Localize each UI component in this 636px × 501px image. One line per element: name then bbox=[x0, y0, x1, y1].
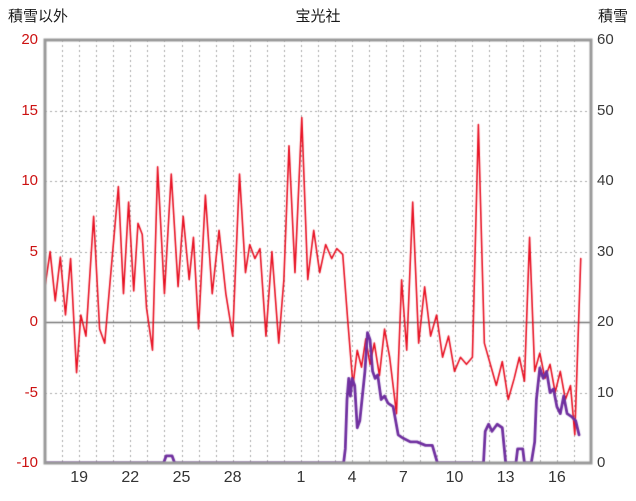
x-tick-label: 19 bbox=[70, 469, 89, 486]
x-tick-label: 10 bbox=[445, 469, 464, 486]
x-tick-label: 4 bbox=[347, 469, 357, 486]
y-right-tick-label: 60 bbox=[597, 31, 614, 48]
y-left-tick-label: 20 bbox=[21, 31, 38, 48]
y-right-tick-label: 50 bbox=[597, 101, 614, 119]
y-left-tick-label: 10 bbox=[21, 172, 38, 189]
y-right-tick-label: 40 bbox=[597, 172, 614, 189]
x-tick-label: 16 bbox=[547, 469, 566, 486]
y-left-tick-label: 5 bbox=[29, 242, 38, 260]
y-right-tick-label: 0 bbox=[597, 454, 606, 471]
x-tick-label: 1 bbox=[296, 469, 306, 486]
y-left-tick-label: 15 bbox=[21, 101, 38, 119]
x-tick-label: 22 bbox=[121, 469, 140, 486]
y-left-tick-label: -5 bbox=[24, 383, 38, 401]
y-right-tick-label: 20 bbox=[597, 313, 614, 330]
x-tick-label: 13 bbox=[496, 469, 515, 486]
y-left-tick-label: 0 bbox=[29, 313, 38, 330]
x-tick-label: 25 bbox=[172, 469, 191, 486]
x-tick-label: 7 bbox=[398, 469, 408, 486]
y-left-tick-label: -10 bbox=[16, 454, 38, 471]
x-tick-label: 28 bbox=[223, 469, 242, 486]
y-right-tick-label: 30 bbox=[597, 242, 614, 260]
y-right-tick-label: 10 bbox=[597, 383, 614, 401]
